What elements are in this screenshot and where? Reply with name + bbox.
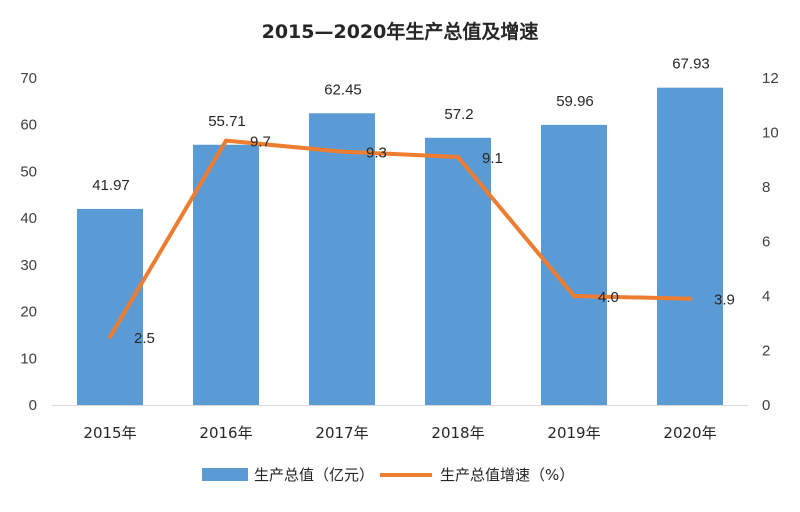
legend-bar-swatch — [202, 468, 248, 481]
legend-bar-label: 生产总值（亿元） — [254, 466, 374, 484]
line-data-label: 9.7 — [250, 134, 271, 151]
category-label: 2017年 — [315, 424, 368, 442]
line-point — [456, 155, 460, 160]
bar — [77, 208, 143, 405]
right-tick-label: 2 — [762, 343, 770, 360]
bar-data-label: 67.93 — [672, 56, 710, 73]
bar-data-label: 41.97 — [92, 177, 130, 194]
chart-title: 2015—2020年生产总值及增速 — [262, 20, 539, 43]
x-axis: 2015年 2016年 2017年 2018年 2019年 2020年 — [52, 405, 748, 442]
left-tick-label: 40 — [20, 210, 37, 227]
left-tick-label: 30 — [20, 257, 37, 274]
left-tick-label: 50 — [20, 163, 37, 180]
right-tick-label: 4 — [762, 288, 770, 305]
bar-data-label: 62.45 — [324, 81, 362, 98]
bar-data-label: 59.96 — [556, 93, 594, 110]
bar — [541, 124, 607, 405]
right-tick-label: 0 — [762, 397, 770, 414]
growth-line — [108, 138, 692, 339]
category-label: 2015年 — [83, 424, 136, 442]
right-tick-label: 6 — [762, 234, 770, 251]
line-data-label: 2.5 — [134, 330, 155, 347]
left-tick-label: 0 — [29, 397, 37, 414]
line-series: 2.5 9.7 9.3 9.1 4.0 3.9 — [108, 134, 735, 347]
category-label: 2019年 — [547, 424, 600, 442]
line-point — [224, 138, 228, 143]
category-label: 2016年 — [199, 424, 252, 442]
bar — [425, 137, 491, 405]
line-point — [572, 294, 576, 298]
line-point — [688, 296, 692, 301]
right-tick-label: 10 — [762, 125, 779, 142]
left-tick-label: 70 — [20, 70, 37, 87]
left-tick-label: 10 — [20, 350, 37, 367]
bar — [309, 113, 375, 405]
line-point — [340, 149, 344, 154]
category-label: 2020年 — [663, 424, 716, 442]
right-tick-label: 8 — [762, 179, 770, 196]
category-label: 2018年 — [431, 424, 484, 442]
right-y-axis: 0 2 4 6 8 10 12 — [762, 70, 779, 414]
bar — [657, 87, 723, 405]
line-data-label: 9.3 — [366, 145, 387, 162]
left-tick-label: 60 — [20, 117, 37, 134]
bar — [193, 144, 259, 406]
legend-line-label: 生产总值增速（%） — [440, 466, 574, 484]
line-data-label: 4.0 — [598, 289, 619, 306]
right-tick-label: 12 — [762, 70, 779, 87]
line-point — [108, 334, 112, 339]
line-data-label: 9.1 — [482, 150, 503, 167]
bar-data-label: 57.2 — [444, 106, 473, 123]
line-data-label: 3.9 — [714, 292, 735, 309]
bar-data-label: 55.71 — [208, 113, 246, 130]
legend: 生产总值（亿元） 生产总值增速（%） — [202, 466, 574, 484]
bar-series: 41.97 55.71 62.45 57.2 59.96 67.93 — [77, 56, 723, 406]
left-tick-label: 20 — [20, 304, 37, 321]
left-y-axis: 0 10 20 30 40 50 60 70 — [20, 70, 37, 414]
